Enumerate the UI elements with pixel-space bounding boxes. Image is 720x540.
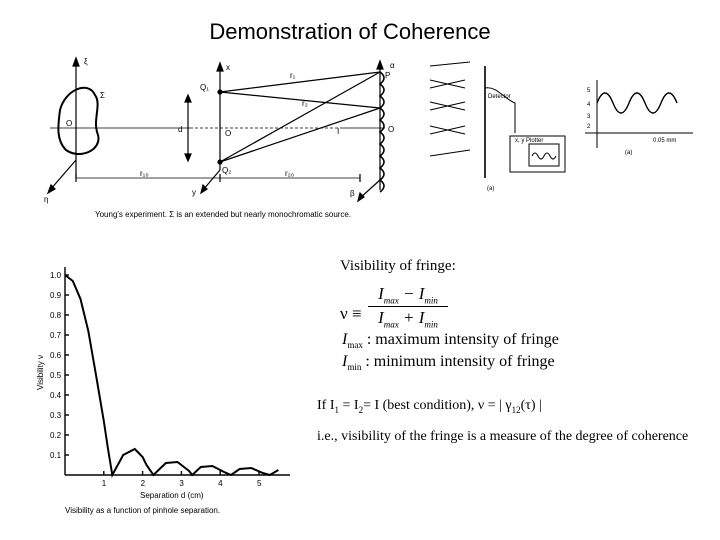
chart-y-tick-label: 0.2 xyxy=(50,431,62,440)
r1-label: r₁ xyxy=(290,71,296,80)
alpha-label: α xyxy=(390,61,395,70)
i-label: I xyxy=(337,127,339,136)
chart-x-tick-label: 1 xyxy=(102,479,107,488)
chart-y-label: Visibility ν xyxy=(36,355,45,390)
formula-numerator: Imax − Imin xyxy=(378,284,438,306)
r2-label: r₂ xyxy=(302,99,308,108)
sigma-label: Σ xyxy=(100,91,105,100)
chart-y-tick-label: 0.8 xyxy=(50,311,62,320)
o-left-label: O xyxy=(66,119,72,128)
o-right-label: O xyxy=(388,125,394,134)
definition-max: Imax : maximum intensity of fringe xyxy=(342,331,559,351)
scale-label: 0.05 mm xyxy=(653,138,676,144)
o-mid-label: O xyxy=(225,129,231,138)
xi-label: ξ xyxy=(84,57,88,66)
chart-y-tick-label: 0.5 xyxy=(50,371,62,380)
young-experiment-figure: ξ Σ O η x Q₁ Q₂ d O y r₁₀ r₂₀ r₁ r₂ α P … xyxy=(44,56,395,219)
chart-x-label: Separation d (cm) xyxy=(140,491,204,500)
chart-x-tick-label: 5 xyxy=(257,479,262,488)
y-label: y xyxy=(192,188,196,197)
young-caption: Young's experiment. Σ is an extended but… xyxy=(95,210,351,219)
chart-caption: Visibility as a function of pinhole sepa… xyxy=(65,506,220,515)
visibility-curve xyxy=(64,274,279,479)
chart-y-tick-label: 0.6 xyxy=(50,351,62,360)
chart-y-tick-label: 0.1 xyxy=(50,451,62,460)
y-tick-5: 5 xyxy=(587,88,591,94)
detector-label: Detector xyxy=(488,94,511,100)
formula-denominator: Imax + Imin xyxy=(378,308,438,330)
chart-y-tick-label: 0.9 xyxy=(50,291,62,300)
y-tick-4: 4 xyxy=(587,102,591,108)
r20-label: r₂₀ xyxy=(285,169,294,178)
apparatus-figure: Detector x, y Plotter (a) 0.05 mm (a) 5 … xyxy=(429,61,693,192)
visibility-heading: Visibility of fringe: xyxy=(340,258,456,274)
chart-y-tick-label: 0.7 xyxy=(50,331,62,340)
chart-y-tick-label: 1.0 xyxy=(50,271,62,280)
d-label: d xyxy=(178,125,182,134)
q1-label: Q₁ xyxy=(200,83,209,92)
chart-x-tick-label: 3 xyxy=(179,479,184,488)
x-label: x xyxy=(226,63,230,72)
p-label: P xyxy=(385,71,390,80)
chart-x-tick-label: 2 xyxy=(141,479,146,488)
plot-label-a: (a) xyxy=(625,150,632,156)
q2-label: Q₂ xyxy=(222,166,231,175)
best-condition-text: If I1 = I2= I (best condition), ν = | γ1… xyxy=(317,398,542,415)
y-tick-3: 3 xyxy=(587,114,591,120)
apparatus-label-a: (a) xyxy=(487,186,494,192)
fraction-bar xyxy=(368,306,448,307)
plotter-label: x, y Plotter xyxy=(515,138,543,144)
chart-y-tick-label: 0.4 xyxy=(50,391,62,400)
chart-y-tick-label: 0.3 xyxy=(50,411,62,420)
y-tick-2: 2 xyxy=(587,124,591,130)
formula-lhs: ν ≡ xyxy=(340,304,362,323)
definition-min: Imin : minimum intensity of fringe xyxy=(342,353,555,373)
coherence-note: i.e., visibility of the fringe is a meas… xyxy=(317,429,689,444)
slide-title: Demonstration of Coherence xyxy=(209,19,491,44)
eta-label: η xyxy=(44,195,48,204)
beta-label: β xyxy=(350,189,355,198)
visibility-chart: 1.0 0.9 0.8 0.7 0.6 0.5 0.4 0.3 0.2 0.1 1 2 3 4 5 Sepa… xyxy=(36,267,290,515)
chart-x-tick-label: 4 xyxy=(218,479,223,488)
r10-label: r₁₀ xyxy=(140,169,149,178)
